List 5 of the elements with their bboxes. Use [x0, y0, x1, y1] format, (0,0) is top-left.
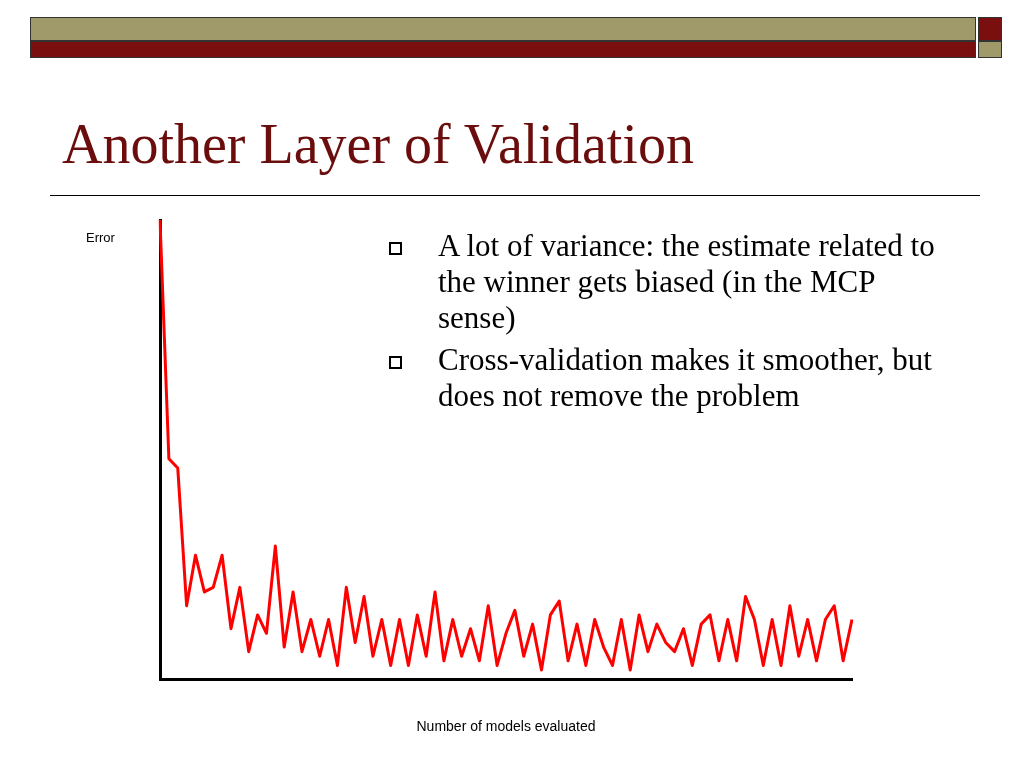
annotation: Cross-validation makes it smoother, but does not remove the problem	[438, 342, 932, 413]
chart-title: Another Layer of Validation	[62, 112, 694, 176]
annotation: A lot of variance: the estimate related to the winner gets biased (in the MCP sense)	[438, 228, 935, 335]
x-axis-title: Number of models evaluated	[416, 718, 596, 735]
y-axis-title: Error	[86, 230, 115, 245]
